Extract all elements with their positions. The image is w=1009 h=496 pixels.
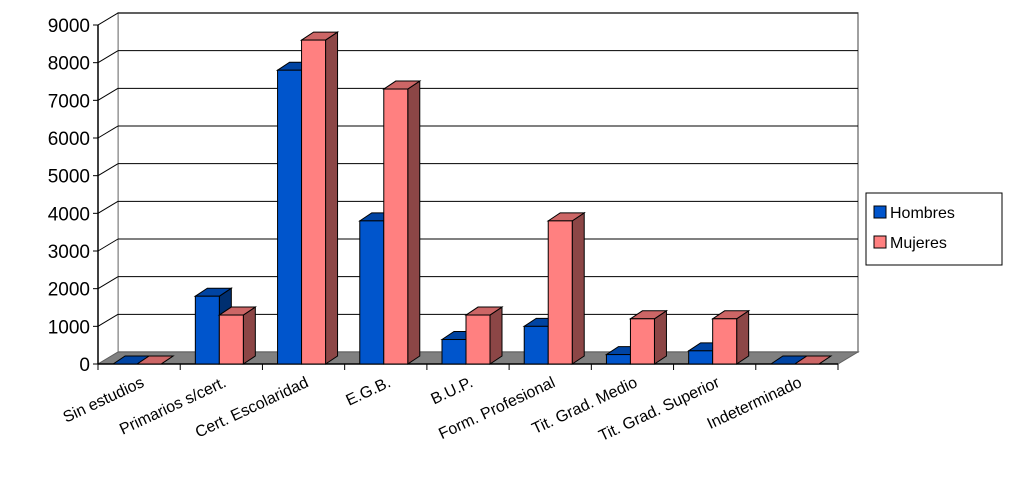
bar <box>135 355 175 365</box>
legend-box <box>865 192 1003 266</box>
legend-swatch <box>873 205 887 219</box>
y-tick-label: 3000 <box>48 242 90 263</box>
legend-label: Hombres <box>890 205 955 222</box>
x-tick-label: E.G.B. <box>344 374 394 409</box>
bar-front <box>194 295 220 365</box>
bar-front <box>218 314 244 365</box>
bar <box>628 309 669 365</box>
gridline-side <box>97 50 119 64</box>
bar-front <box>523 325 549 365</box>
side-wall <box>97 12 119 365</box>
bar-front <box>359 220 385 365</box>
legend-swatch <box>873 235 887 249</box>
bar-front <box>465 314 491 365</box>
bar <box>711 309 751 365</box>
bar <box>546 211 586 365</box>
gridline-side <box>97 125 119 139</box>
gridline-side <box>97 276 119 290</box>
y-tick-label: 1000 <box>48 317 90 338</box>
x-tick-label: Indeterminado <box>705 374 805 433</box>
legend: Hombres Mujeres <box>865 192 1003 266</box>
bar-side <box>571 211 585 365</box>
y-axis: 0 1000 2000 3000 4000 5000 6000 7000 8000 9000 <box>48 16 99 376</box>
legend-label: Mujeres <box>890 235 947 252</box>
y-tick-label: 7000 <box>48 91 90 112</box>
y-tick-label: 2000 <box>48 280 90 301</box>
y-tick-label: 9000 <box>48 16 90 37</box>
y-tick-label: 8000 <box>48 54 90 75</box>
bar <box>793 355 833 365</box>
bar-front <box>547 220 573 365</box>
y-tick-label: 6000 <box>48 129 90 150</box>
bar-side <box>325 31 339 365</box>
bar-top <box>793 355 833 365</box>
bar-side <box>653 309 667 365</box>
bar-front <box>688 350 714 365</box>
gridline-side <box>97 238 119 252</box>
x-tick-label: B.U.P. <box>428 374 475 408</box>
gridline-side <box>97 200 119 214</box>
bar-front <box>605 354 631 365</box>
bar <box>217 306 257 365</box>
bar-side <box>736 309 750 365</box>
y-tick-label: 4000 <box>48 204 90 225</box>
bar-side <box>489 306 503 365</box>
gridline-side <box>97 313 119 327</box>
y-tick-label: 0 <box>79 355 90 376</box>
bar-side <box>242 306 256 365</box>
bar <box>464 306 504 365</box>
bars <box>111 31 833 365</box>
bar-top <box>135 355 175 365</box>
bar-front <box>277 69 303 365</box>
bar <box>299 31 340 365</box>
gridline-side <box>97 163 119 177</box>
bar-front <box>301 39 327 365</box>
bar-front <box>383 88 409 365</box>
y-tick-label: 5000 <box>48 167 90 188</box>
bar-front <box>629 318 655 365</box>
gridline-side <box>97 12 119 26</box>
gridline-side <box>97 87 119 101</box>
bar-front <box>712 318 738 365</box>
bar-side <box>407 80 421 365</box>
bar <box>382 80 422 365</box>
bar-front <box>441 339 467 365</box>
